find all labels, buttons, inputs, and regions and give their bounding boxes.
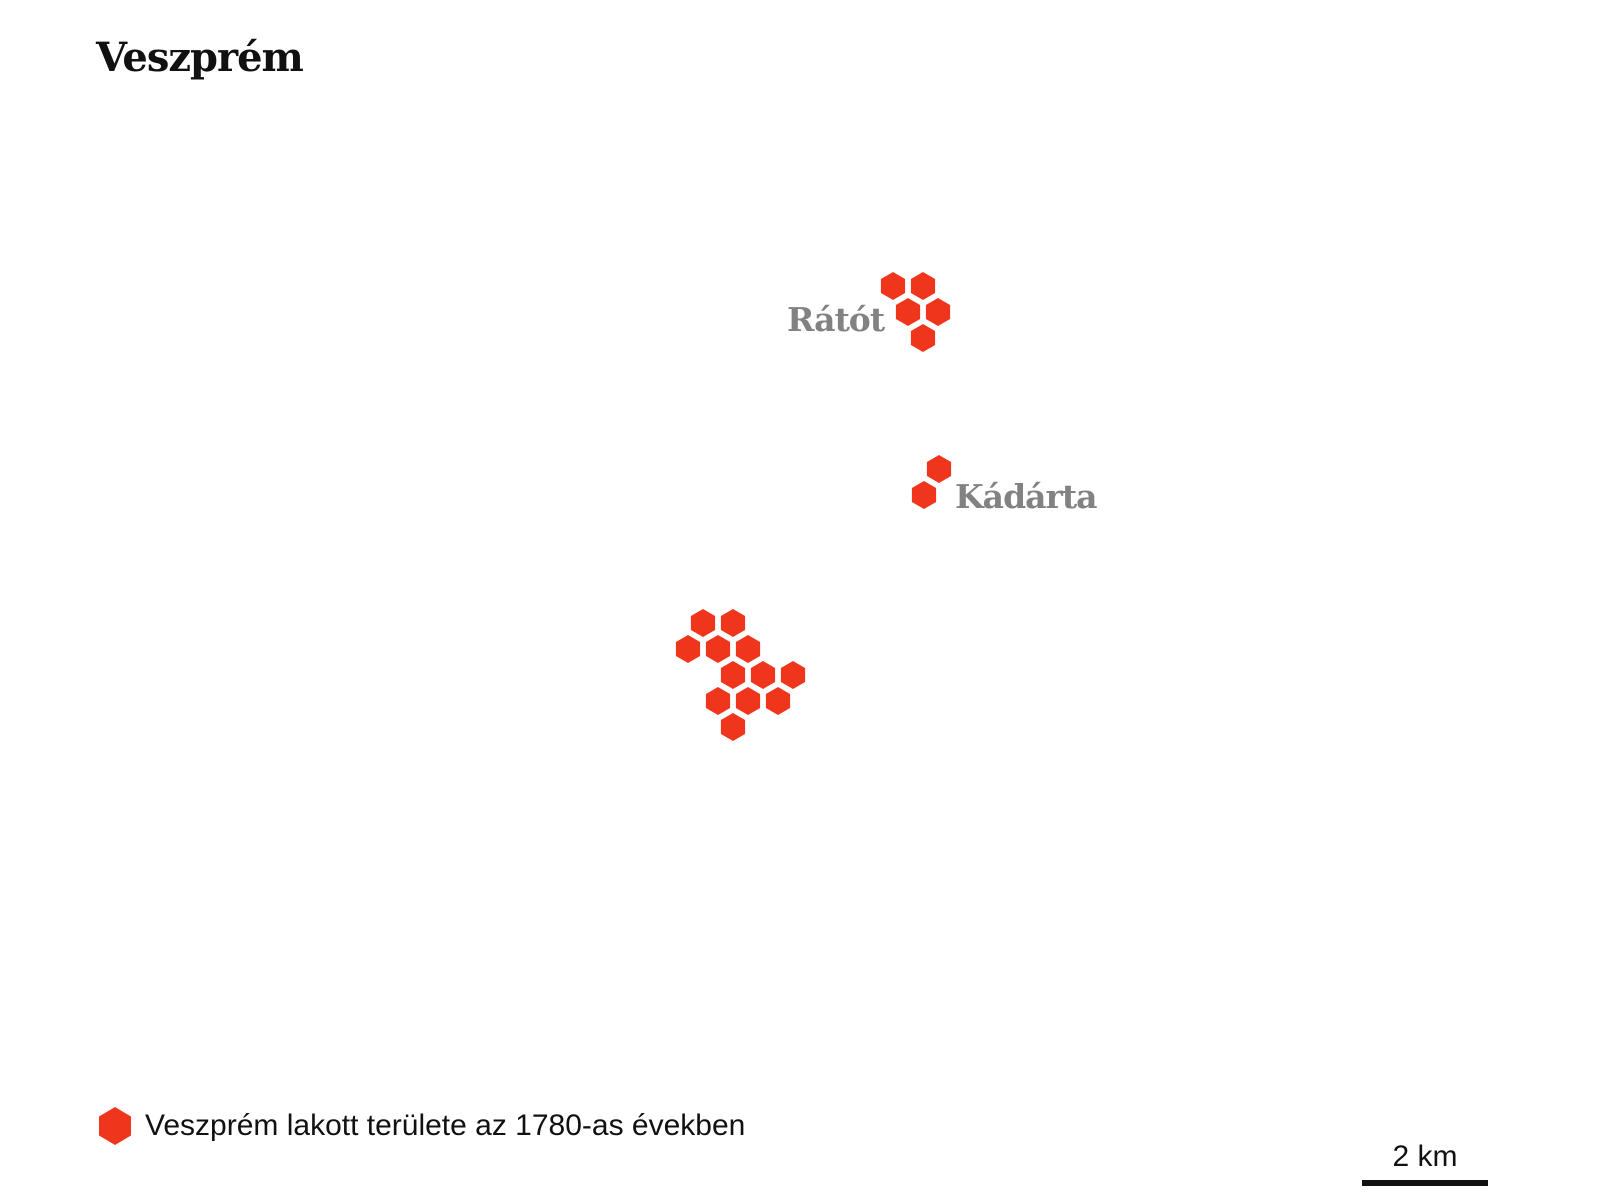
settlement-hexagon-veszprem-6: [720, 661, 746, 689]
settlement-hexagon-veszprem-5: [735, 635, 761, 663]
settlement-hexagon-ratot-3: [895, 298, 921, 326]
settlement-hexagon-ratot-2: [910, 272, 936, 300]
place-label-kadarta: Kádárta: [955, 477, 1097, 516]
settlement-hexagon-veszprem-1: [690, 609, 716, 637]
place-label-ratot: Rátót: [787, 300, 886, 339]
settlement-hexagon-veszprem-4: [705, 635, 731, 663]
settlement-hexagon-veszprem-8: [780, 661, 806, 689]
legend-label: Veszprém lakott területe az 1780-as évek…: [145, 1109, 746, 1142]
settlement-hexagon-veszprem-12: [720, 713, 746, 741]
settlement-hexagon-veszprem-10: [735, 687, 761, 715]
settlement-hexagon-veszprem-7: [750, 661, 776, 689]
settlement-hexagon-veszprem-11: [765, 687, 791, 715]
scale-label: 2 km: [1392, 1140, 1458, 1173]
settlement-hexagon-veszprem-2: [720, 609, 746, 637]
scale-bar: 2 km: [1362, 1140, 1488, 1186]
map-title: Veszprém: [96, 34, 304, 81]
settlement-hexagon-veszprem-9: [705, 687, 731, 715]
settlement-hexagon-ratot-1: [880, 272, 906, 300]
settlement-hexagon-veszprem-3: [675, 635, 701, 663]
settlement-hexagon-ratot-5: [910, 324, 936, 352]
hexagon-icon: [99, 1107, 131, 1145]
settlement-hexagon-ratot-4: [925, 298, 951, 326]
scale-line: [1362, 1180, 1488, 1186]
legend: Veszprém lakott területe az 1780-as évek…: [97, 1106, 745, 1146]
settlement-hexagon-kadarta-2: [911, 481, 937, 509]
settlement-hexagon-kadarta-1: [926, 455, 952, 483]
settlement-hexagons: [675, 272, 952, 741]
